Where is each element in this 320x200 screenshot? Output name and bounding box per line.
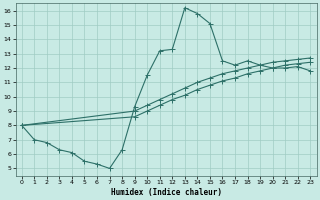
X-axis label: Humidex (Indice chaleur): Humidex (Indice chaleur) [110,188,221,197]
